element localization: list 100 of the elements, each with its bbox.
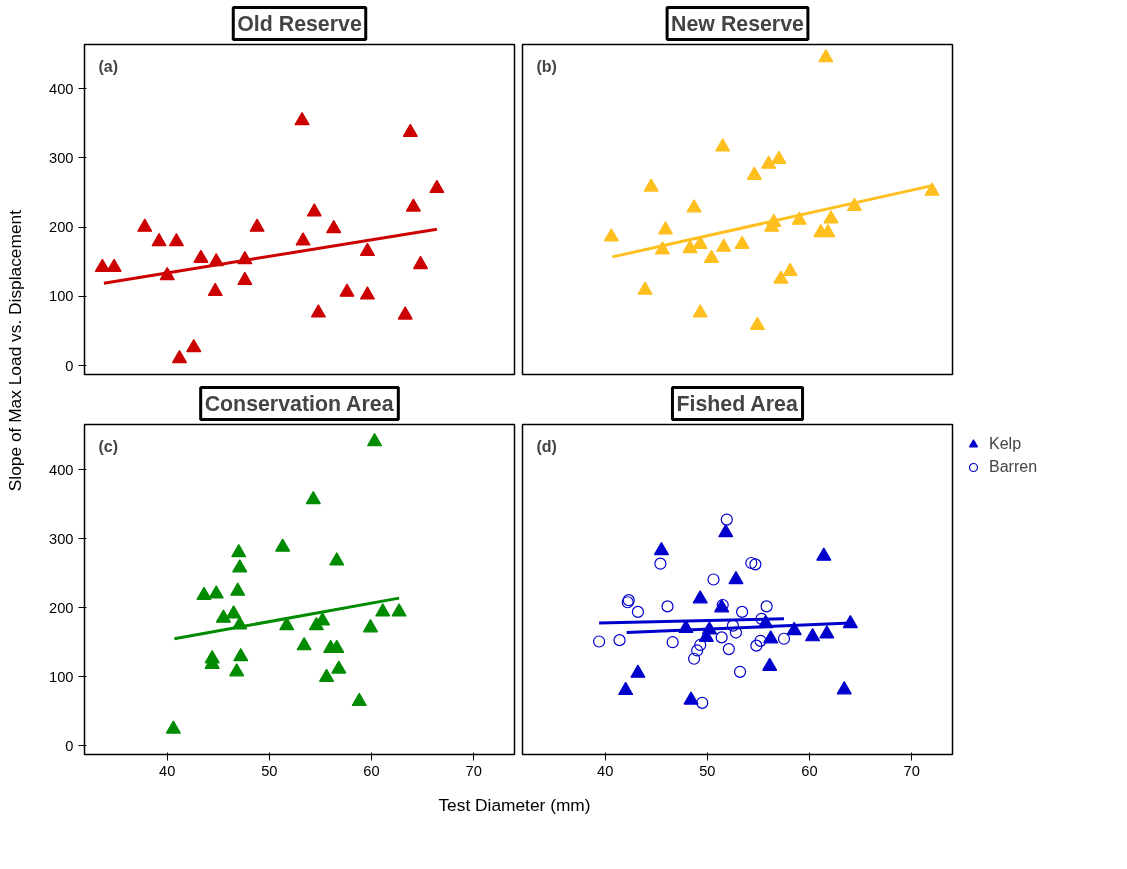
point — [106, 258, 122, 272]
point — [339, 283, 355, 297]
point — [171, 349, 188, 364]
point — [736, 605, 749, 618]
point — [657, 221, 674, 235]
point — [749, 316, 766, 331]
point — [746, 166, 762, 180]
point — [718, 523, 734, 538]
point — [229, 663, 245, 677]
x-tick-label: 50 — [261, 762, 278, 779]
point — [777, 632, 791, 645]
point — [375, 603, 391, 617]
x-axis-title: Test Diameter (mm) — [438, 794, 591, 815]
point — [694, 638, 707, 652]
point — [165, 720, 181, 734]
x-tick-label: 70 — [903, 762, 920, 779]
point — [295, 232, 311, 246]
point — [196, 586, 212, 600]
point — [692, 304, 708, 318]
point — [818, 48, 834, 63]
point — [804, 628, 821, 642]
point — [631, 605, 645, 618]
annotation: (c) — [98, 437, 119, 455]
point — [728, 570, 744, 585]
point — [722, 643, 735, 656]
point — [720, 513, 733, 526]
chart-title: Fished Area — [676, 391, 798, 416]
point — [618, 681, 634, 696]
point — [275, 538, 291, 552]
point — [653, 541, 670, 556]
chart-title: New Reserve — [671, 11, 805, 36]
point — [296, 636, 312, 651]
point — [763, 630, 779, 644]
point — [186, 338, 202, 353]
point — [637, 281, 653, 295]
annotation: (d) — [536, 437, 557, 455]
y-tick-label: 400 — [49, 461, 74, 478]
point — [232, 559, 248, 573]
point — [820, 223, 836, 238]
point — [816, 547, 832, 561]
point — [326, 219, 342, 234]
point — [745, 556, 758, 570]
y-tick-label: 100 — [49, 288, 74, 305]
point — [429, 179, 445, 194]
point — [691, 644, 704, 657]
x-tick-label: 40 — [159, 762, 176, 779]
y-tick-label: 100 — [49, 668, 74, 685]
point — [762, 657, 778, 671]
point — [208, 585, 224, 599]
point — [305, 490, 321, 505]
point — [683, 691, 699, 705]
point — [707, 573, 720, 586]
point — [782, 262, 798, 277]
point — [306, 203, 322, 217]
point — [249, 218, 265, 232]
point — [687, 652, 701, 665]
point — [193, 249, 209, 263]
y-tick-label: 300 — [49, 530, 74, 547]
point — [696, 696, 709, 709]
point — [836, 681, 852, 695]
point — [771, 150, 787, 164]
x-tick-label: 70 — [465, 762, 482, 779]
point — [359, 242, 376, 256]
x-tick-label: 60 — [363, 762, 380, 779]
point — [137, 218, 153, 232]
point — [654, 241, 671, 255]
y-tick-label: 200 — [49, 219, 74, 236]
point — [151, 232, 167, 247]
point — [761, 155, 777, 169]
point — [666, 636, 679, 649]
point — [692, 590, 708, 604]
point — [733, 665, 747, 678]
point — [366, 433, 383, 447]
legend-label: Barren — [989, 458, 1038, 476]
point — [924, 182, 940, 196]
point — [819, 625, 835, 639]
point — [654, 557, 667, 570]
point — [294, 111, 310, 126]
point — [405, 198, 421, 212]
point — [603, 228, 619, 242]
point — [359, 286, 376, 300]
point — [391, 603, 407, 617]
point — [716, 238, 732, 252]
point — [310, 304, 326, 318]
point — [630, 664, 646, 678]
point — [734, 235, 750, 250]
point — [750, 639, 763, 652]
point — [703, 249, 720, 263]
point — [331, 660, 347, 674]
point — [412, 255, 429, 270]
point — [329, 552, 345, 566]
point — [686, 199, 702, 213]
point — [823, 210, 839, 224]
point — [318, 668, 335, 682]
y-axis-title: Slope of Max Load vs. Displacement — [4, 209, 25, 492]
point — [362, 619, 379, 633]
chart-title: Old Reserve — [237, 11, 362, 36]
point — [168, 232, 185, 247]
x-tick-label: 50 — [699, 762, 716, 779]
point — [754, 634, 767, 647]
